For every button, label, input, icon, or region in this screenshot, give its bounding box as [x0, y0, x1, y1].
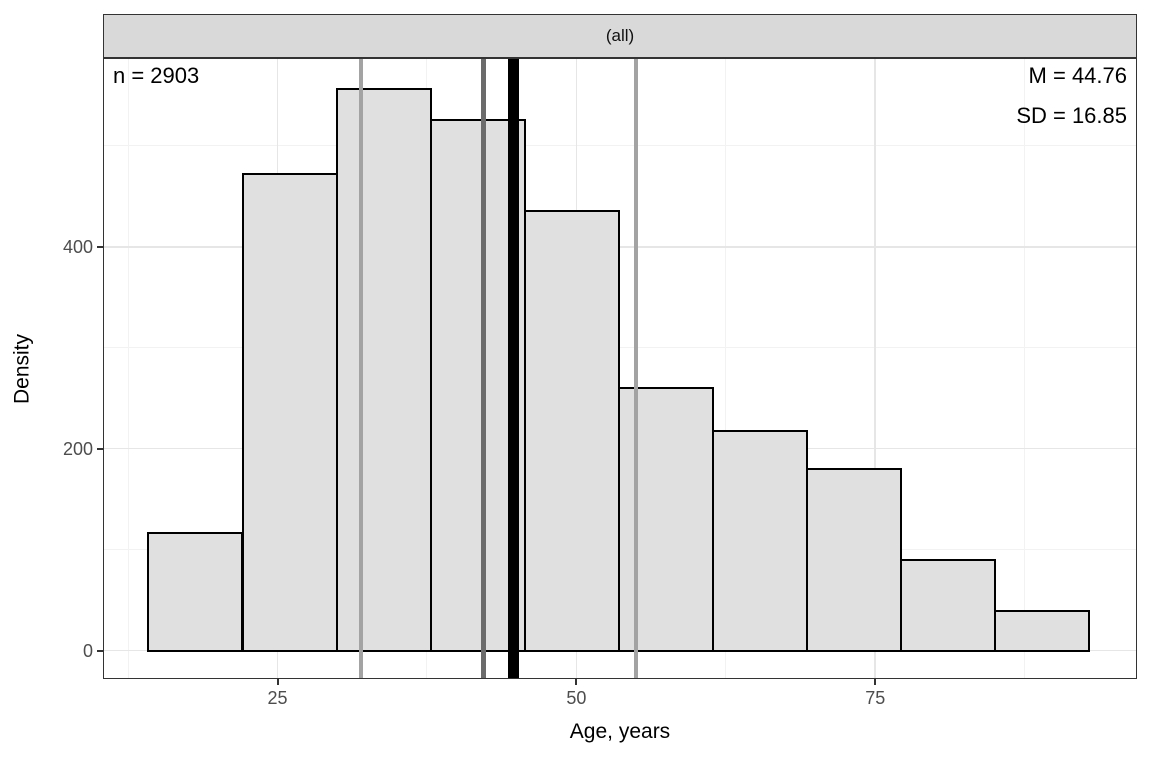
- x-tick-label: 50: [566, 688, 587, 708]
- y-tick-mark: [97, 245, 103, 248]
- y-tick-label: 200: [62, 438, 93, 459]
- histogram-bar: [523, 210, 620, 652]
- y-major-gridline: [103, 246, 1137, 248]
- mean-line: [508, 58, 520, 679]
- histogram-bar: [147, 532, 244, 652]
- y-tick-label: 0: [82, 640, 93, 661]
- histogram-bar: [617, 387, 714, 652]
- histogram-bar: [711, 430, 808, 652]
- histogram-bar: [335, 88, 432, 652]
- y-tick-label: 400: [62, 236, 93, 257]
- y-minor-gridline: [103, 145, 1137, 147]
- facet-strip: (all): [103, 14, 1137, 58]
- n-annotation: n = 2903: [113, 63, 200, 88]
- x-tick-label: 25: [267, 688, 288, 708]
- histogram-bar: [241, 173, 338, 652]
- histogram-bar: [994, 610, 1091, 652]
- x-tick-mark: [874, 679, 877, 685]
- x-minor-gridline: [725, 58, 727, 679]
- x-tick-mark: [276, 679, 279, 685]
- histogram-bar: [805, 467, 903, 652]
- mean-annotation: M = 44.76: [1028, 63, 1127, 88]
- x-major-gridline: [874, 58, 876, 679]
- lower-quartile-line: [359, 58, 364, 679]
- x-tick-mark: [575, 679, 578, 685]
- x-tick-label: 75: [865, 688, 886, 708]
- upper-quartile-line: [634, 58, 639, 679]
- y-tick-mark: [97, 447, 103, 450]
- sd-annotation: SD = 16.85: [1016, 103, 1127, 128]
- y-axis-title: Density: [10, 333, 34, 405]
- median-line: [480, 58, 486, 679]
- y-minor-gridline: [103, 347, 1137, 349]
- plot-panel: n = 2903 M = 44.76 SD = 16.85: [103, 58, 1137, 679]
- x-minor-gridline: [1024, 58, 1026, 679]
- histogram-bar: [900, 558, 997, 652]
- x-minor-gridline: [127, 58, 129, 679]
- x-axis-title: Age, years: [569, 720, 671, 743]
- facet-strip-label: (all): [605, 26, 635, 45]
- y-tick-mark: [97, 649, 103, 652]
